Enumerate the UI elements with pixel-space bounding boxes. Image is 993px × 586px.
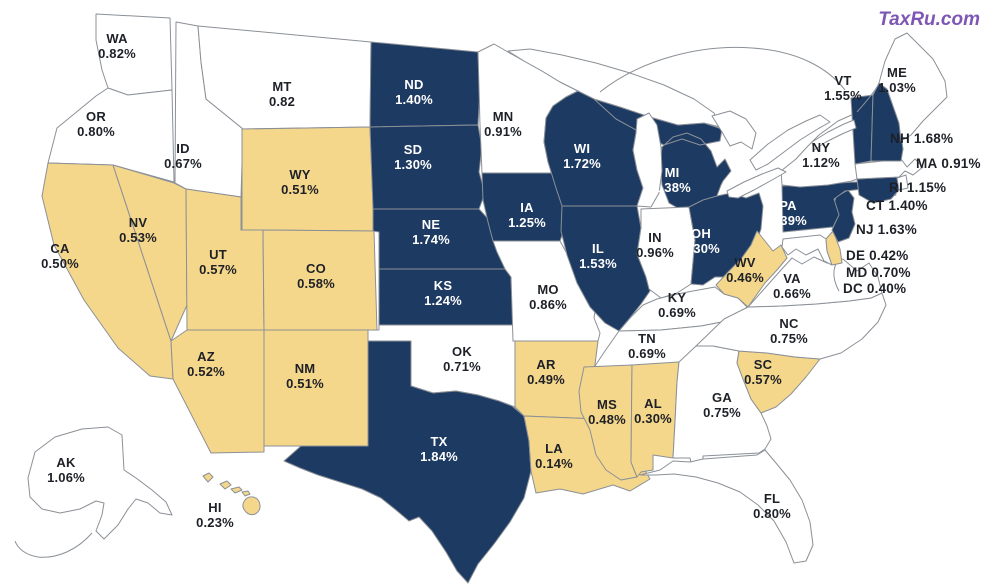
canada-shore-outline bbox=[599, 46, 846, 93]
state-shape-az bbox=[170, 329, 265, 454]
st-lawrence-outline bbox=[856, 83, 880, 113]
state-label-la: LA 0.14% bbox=[535, 441, 573, 471]
state-label-wi: WI 1.72% bbox=[563, 141, 601, 171]
state-label-ky: KY 0.69% bbox=[658, 290, 696, 320]
state-label-nm: NM 0.51% bbox=[286, 361, 324, 391]
state-label-vt: VT 1.55% bbox=[824, 73, 862, 103]
state-label-me: ME 1.03% bbox=[878, 65, 916, 95]
chesapeake-bay-outline bbox=[833, 263, 840, 292]
state-shape-md bbox=[781, 234, 833, 266]
state-label-de: DE 0.42% bbox=[846, 248, 908, 263]
state-label-il: IL 1.53% bbox=[579, 241, 617, 271]
state-shape-fl bbox=[639, 449, 814, 564]
state-shape-nd bbox=[369, 41, 481, 128]
state-label-az: AZ 0.52% bbox=[187, 349, 225, 379]
state-shape-ri bbox=[896, 174, 909, 191]
state-label-pa: PA 1.39% bbox=[769, 198, 807, 228]
lake-superior bbox=[507, 48, 721, 128]
state-shape-ak bbox=[27, 426, 173, 540]
lake-huron bbox=[711, 110, 757, 150]
state-label-va: VA 0.66% bbox=[773, 271, 811, 301]
state-label-dc: DC 0.40% bbox=[843, 281, 906, 296]
state-label-nd: ND 1.40% bbox=[395, 77, 433, 107]
state-label-mo: MO 0.86% bbox=[529, 282, 567, 312]
state-label-nc: NC 0.75% bbox=[770, 316, 808, 346]
state-shape-wv bbox=[715, 230, 788, 308]
state-label-wv: WV 0.46% bbox=[726, 255, 764, 285]
state-label-ca: CA 0.50% bbox=[41, 241, 79, 271]
state-label-wy: WY 0.51% bbox=[281, 167, 319, 197]
state-shape-vt bbox=[850, 94, 874, 165]
state-label-sd: SD 1.30% bbox=[394, 142, 432, 172]
state-label-mn: MN 0.91% bbox=[484, 109, 522, 139]
state-shape-hi bbox=[202, 472, 261, 516]
state-label-hi: HI 0.23% bbox=[196, 500, 234, 530]
aleutian-islands-outline bbox=[14, 532, 93, 558]
state-label-nv: NV 0.53% bbox=[119, 215, 157, 245]
state-label-or: OR 0.80% bbox=[77, 109, 115, 139]
state-label-mi: MI 1.38% bbox=[653, 165, 691, 195]
state-shape-va bbox=[747, 256, 883, 308]
state-label-sc: SC 0.57% bbox=[744, 357, 782, 387]
state-label-ma: MA 0.91% bbox=[916, 156, 981, 171]
state-label-ga: GA 0.75% bbox=[703, 390, 741, 420]
water-and-canada-layer bbox=[14, 46, 880, 558]
state-shape-tx bbox=[283, 340, 532, 584]
state-label-tn: TN 0.69% bbox=[628, 331, 666, 361]
ontario-peninsula-outline bbox=[749, 114, 831, 171]
state-label-ak: AK 1.06% bbox=[47, 455, 85, 485]
state-label-co: CO 0.58% bbox=[297, 261, 335, 291]
state-label-in: IN 0.96% bbox=[636, 230, 674, 260]
state-label-id: ID 0.67% bbox=[164, 141, 202, 171]
state-label-ms: MS 0.48% bbox=[588, 397, 626, 427]
state-label-tx: TX 1.84% bbox=[420, 434, 458, 464]
watermark: TaxRu.com bbox=[878, 9, 980, 30]
state-label-md: MD 0.70% bbox=[846, 265, 911, 280]
state-label-ia: IA 1.25% bbox=[508, 200, 546, 230]
lake-erie bbox=[726, 167, 787, 199]
lake-michigan bbox=[632, 112, 663, 208]
state-label-ne: NE 1.74% bbox=[412, 217, 450, 247]
state-label-mt: MT 0.82 bbox=[269, 79, 295, 109]
state-label-oh: OH 1.30% bbox=[682, 226, 720, 256]
states-layer bbox=[27, 13, 948, 584]
state-label-ks: KS 1.24% bbox=[424, 278, 462, 308]
state-label-ar: AR 0.49% bbox=[527, 357, 565, 387]
state-shape-mt bbox=[197, 25, 372, 130]
state-label-ri: RI 1.15% bbox=[889, 180, 946, 195]
state-label-nj: NJ 1.63% bbox=[856, 222, 917, 237]
state-labels-layer: WA 0.82% OR 0.80% CA 0.50% NV 0.53% ID 0.67% MT 0.8… bbox=[41, 31, 981, 530]
state-label-fl: FL 0.80% bbox=[753, 491, 791, 521]
state-label-ok: OK 0.71% bbox=[443, 344, 481, 374]
state-label-ny: NY 1.12% bbox=[802, 140, 840, 170]
state-shape-me bbox=[878, 32, 948, 142]
state-label-ut: UT 0.57% bbox=[199, 247, 237, 277]
state-shape-ma bbox=[854, 158, 924, 180]
state-label-ct: CT 1.40% bbox=[866, 198, 928, 213]
state-label-nh: NH 1.68% bbox=[890, 131, 953, 146]
state-label-wa: WA 0.82% bbox=[98, 31, 136, 61]
lake-ontario bbox=[811, 119, 857, 151]
state-label-al: AL 0.30% bbox=[634, 396, 672, 426]
